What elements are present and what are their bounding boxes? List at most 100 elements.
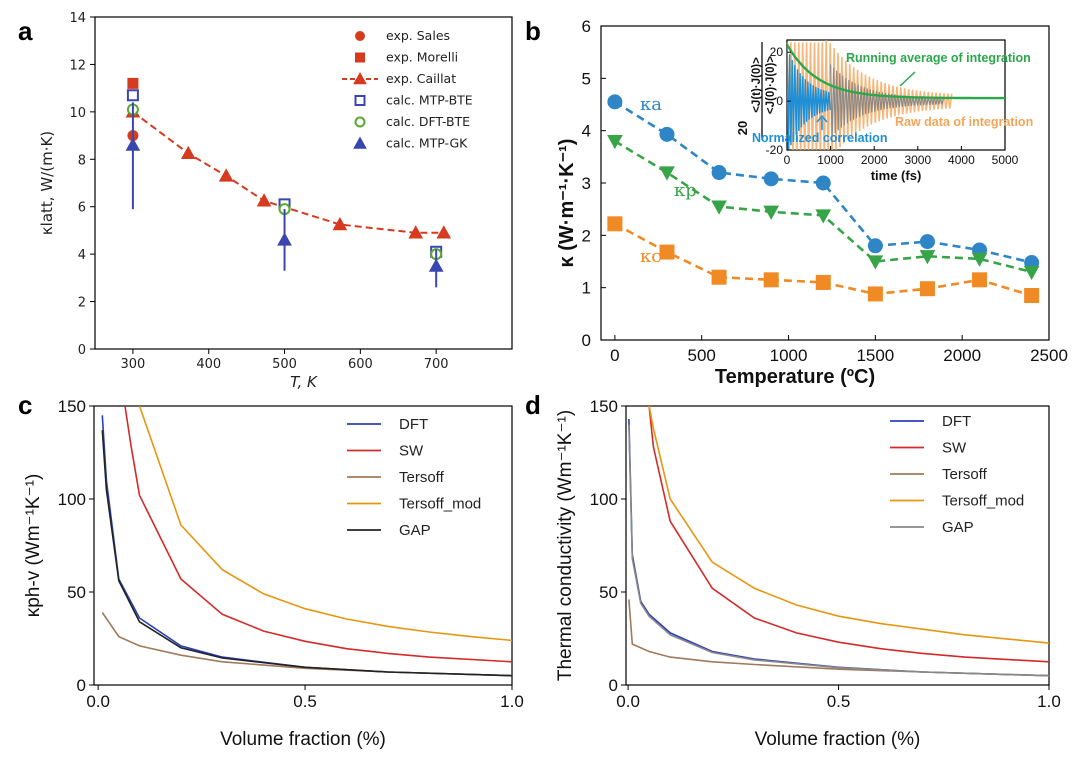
series-line [614,100,1032,264]
plot-area-d [625,405,1050,686]
legend-label-c: Tersoff_mod [399,496,481,513]
data-point [971,252,988,267]
series-label-b: κc [640,246,661,267]
data-point [436,225,452,239]
legend-label-a: exp. Morelli [386,50,458,65]
x-tick-label-a: 700 [424,357,449,372]
y-tick-label-d: 50 [599,583,618,602]
y-tick-label-b: 5 [582,69,591,88]
y-tick-label-b: 1 [582,279,591,298]
chart-a: 300 400 500 600 700 0 2 4 6 8 10 12 14 T, K κlatt, W/(… [38,11,513,391]
x-tick-label-b: 2000 [943,346,981,365]
y-axis-label-d: Thermal conductivity (Wm⁻¹K⁻¹) [555,410,576,681]
inset-y-label-scale: 20 [735,121,750,135]
x-axis-label-d: Volume fraction (%) [755,729,921,750]
series-a [127,77,139,89]
data-point [607,94,623,110]
data-point [919,281,935,297]
chart-d: 0.0 0.5 1.0 0 50 100 150 Volume fraction (%) The… [555,397,1061,750]
data-point [256,193,272,207]
data-point [127,77,139,89]
legend-marker [354,95,366,106]
inset-arrow-normalized [816,114,828,130]
data-point [867,238,883,254]
legend-label-d: GAP [942,519,974,536]
y-tick-label-b: 3 [582,174,591,193]
legend-label-c: GAP [399,522,431,539]
y-axis-label-a: κlatt, W/(m·K) [38,131,56,235]
y-tick-label-a: 8 [78,153,86,168]
inset-label-normalized: Normalized correlation [752,131,887,145]
series-a [125,102,444,288]
x-tick-label-a: 500 [272,357,297,372]
inset-x-tick-label: 1000 [817,153,844,167]
y-tick-label-b: 6 [582,17,591,36]
legend-label-a: calc. MTP-BTE [386,93,473,108]
y-tick-label-d: 150 [590,397,618,416]
data-point [332,216,348,231]
data-point [867,255,884,270]
data-point [711,200,727,215]
series-line-tersoff_mod [648,406,1049,644]
inset-y-tick-label: -20 [766,143,784,157]
legend-label-d: Tersoff_mod [942,493,1024,510]
series-group-c [101,406,512,677]
data-point [763,205,780,220]
chart-c: 0.0 0.5 1.0 0 50 100 150 Volume fraction (%) κph… [23,397,524,750]
series-label-b: κa [640,94,662,115]
panel-label-a: a [18,16,33,46]
y-axis-label-b: κ (W·m⁻¹·K⁻¹) [556,139,578,268]
series-b: κp [607,135,1040,280]
x-tick-label-a: 300 [120,357,145,372]
plot-area-a [94,16,513,350]
y-tick-label-a: 0 [78,343,86,358]
x-tick-label-d: 0.5 [827,692,851,711]
data-point [277,232,292,246]
x-tick-label-d: 0.0 [616,692,640,711]
data-point [919,250,936,265]
legend-label-d: SW [942,440,967,457]
y-tick-label-a: 14 [69,11,86,26]
caillat-line [132,111,444,234]
y-tick-label-a: 2 [78,296,86,311]
inset-x-tick-label: 3000 [904,153,931,167]
series-b: κa [607,94,1040,271]
normalized-correlation-signal [787,47,831,150]
inset-label-raw: Raw data of integration [895,115,1033,129]
data-point [408,225,424,239]
raw-integration-signal [787,40,953,150]
legend-label-d: Tersoff [942,466,988,483]
y-tick-label-b: 4 [582,122,591,141]
y-tick-label-c: 100 [58,490,86,509]
x-tick-label-c: 0.5 [293,692,317,711]
data-point [1024,288,1040,304]
data-point [711,269,727,285]
series-line-sw [648,406,1049,663]
inset-y-label-bottom: <J(0)·J(0)> [765,56,777,114]
x-tick-label-a: 600 [348,357,373,372]
inset-y-label-top: <J(t)·J(0)> [751,57,763,113]
y-tick-label-a: 10 [69,106,86,121]
running-average-line [787,43,1005,100]
x-tick-label-b: 1000 [770,346,808,365]
data-point [1023,265,1040,280]
legend-marker [355,52,365,63]
data-point [867,286,883,302]
panel-label-b: b [525,16,541,46]
y-tick-label-a: 6 [78,201,86,216]
x-tick-label-b: 1500 [856,346,894,365]
x-tick-label-b: 2500 [1030,346,1068,365]
x-tick-label-b: 500 [688,346,716,365]
x-axis-label-a: T, K [290,373,318,391]
series-line-sw [124,406,512,663]
x-tick-label-d: 1.0 [1037,692,1061,711]
panel-label-c: c [18,390,32,420]
data-point [180,145,196,160]
data-point [919,234,935,250]
series-label-b: κp [674,180,697,201]
data-point [125,137,141,151]
data-point [428,258,444,272]
